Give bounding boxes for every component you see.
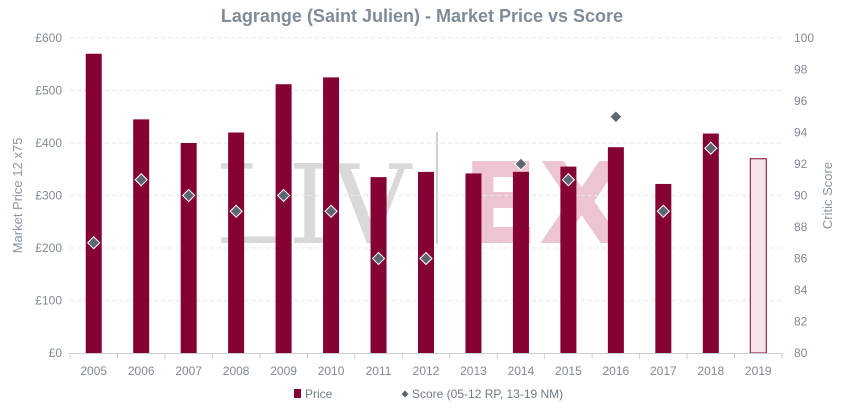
price-bar-2013 [465, 173, 482, 353]
y-right-tick-label: 98 [794, 63, 808, 77]
score-marker-2017 [656, 204, 671, 218]
x-tick-label: 2006 [128, 364, 155, 378]
y-right-tick-label: 96 [794, 94, 808, 108]
y-right-tick-label: 94 [794, 126, 808, 140]
x-tick-label: 2015 [555, 364, 582, 378]
y-left-tick-label: £0 [49, 346, 63, 360]
score-marker-2010 [324, 204, 338, 218]
y-left-axis-title: Market Price 12 x75 [10, 138, 25, 254]
axes: £0 £100 £200 £300 £400 £500 £600 80 82 84 86 88 90 92… [10, 31, 835, 378]
price-bar-2009 [275, 84, 292, 353]
price-bar-2016 [607, 147, 624, 353]
x-tick-label: 2019 [745, 364, 772, 378]
score-marker-2014 [514, 157, 528, 171]
legend-score-swatch [401, 390, 409, 398]
price-bar-2006 [133, 119, 150, 353]
score-marker-2012 [419, 251, 433, 266]
x-tick-label: 2010 [318, 364, 345, 378]
y-right-tick-label: 84 [794, 283, 808, 297]
x-tick-label: 2013 [460, 364, 487, 378]
price-bars [85, 53, 767, 354]
x-tick-label: 2007 [175, 364, 202, 378]
y-left-tick-label: £500 [35, 84, 62, 98]
x-tick-label: 2014 [508, 364, 535, 378]
price-bar-2014 [512, 171, 529, 353]
y-left-tick-label: £300 [35, 189, 62, 203]
score-markers [87, 110, 718, 266]
legend-score-label: Score (05-12 RP, 13-19 NM) [412, 387, 563, 401]
y-left-tick-label: £200 [35, 241, 62, 255]
x-tick-label: 2012 [413, 364, 440, 378]
score-marker-2016 [609, 110, 623, 124]
score-marker-2009 [276, 188, 291, 203]
score-marker-2018 [704, 141, 718, 155]
y-right-tick-label: 90 [794, 189, 808, 203]
y-left-tick-label: £600 [35, 31, 62, 45]
legend-price-swatch [294, 389, 301, 398]
y-right-tick-label: 80 [794, 346, 808, 360]
price-bar-2005 [85, 53, 102, 353]
score-marker-2007 [181, 188, 196, 203]
score-marker-2005 [87, 236, 101, 250]
y-right-tick-label: 92 [794, 157, 808, 171]
price-bar-2007 [180, 143, 197, 353]
price-bar-2008 [228, 132, 245, 353]
price-bar-2017 [655, 183, 672, 353]
score-marker-2015 [561, 173, 576, 187]
score-marker-2006 [134, 173, 148, 187]
y-right-tick-label: 100 [794, 31, 814, 45]
x-tick-label: 2011 [366, 364, 392, 378]
x-tick-label: 2008 [223, 364, 250, 378]
x-tick-label: 2016 [603, 364, 630, 378]
price-bar-2019 [749, 158, 767, 354]
x-tick-label: 2005 [80, 364, 107, 378]
score-marker-2008 [229, 204, 243, 218]
y-left-tick-label: £400 [35, 136, 62, 150]
y-right-axis-title: Critic Score [820, 162, 835, 229]
watermark-ex: EX [462, 140, 625, 270]
y-left-tick-label: £100 [35, 294, 62, 308]
price-bar-2015 [560, 166, 577, 353]
chart-title: Lagrange (Saint Julien) - Market Price v… [221, 6, 623, 26]
y-right-tick-label: 82 [794, 315, 808, 329]
legend-price-label: Price [305, 387, 333, 401]
score-marker-2011 [371, 251, 386, 266]
x-tick-label: 2017 [650, 364, 677, 378]
x-tick-label: 2018 [697, 364, 724, 378]
legend: Price Score (05-12 RP, 13-19 NM) [294, 387, 563, 401]
x-tick-label: 2009 [270, 364, 297, 378]
y-right-tick-label: 86 [794, 252, 808, 266]
price-bar-2018 [702, 133, 719, 353]
y-right-tick-label: 88 [794, 220, 808, 234]
